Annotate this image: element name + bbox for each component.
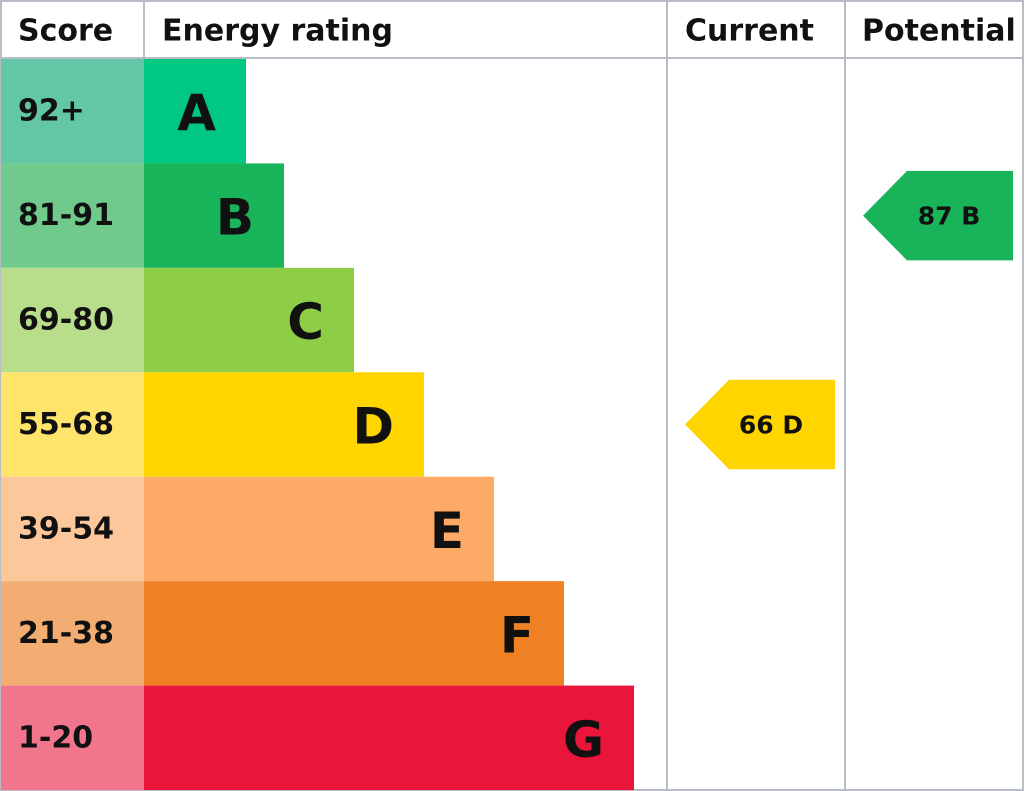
rating-bar — [144, 163, 284, 268]
rating-bar — [144, 476, 494, 582]
rating-bar — [144, 581, 564, 686]
score-cell — [1, 163, 144, 268]
score-range: 55-68 — [18, 407, 114, 442]
score-cell — [1, 267, 144, 373]
rating-letter: A — [177, 84, 216, 142]
rating-letter: C — [287, 293, 324, 351]
score-range: 92+ — [18, 94, 85, 129]
score-cell — [1, 59, 144, 164]
score-cell — [1, 476, 144, 582]
rating-letter: F — [500, 606, 534, 664]
score-range: 1-20 — [18, 720, 93, 755]
rating-letter: E — [430, 502, 464, 560]
rating-letter: B — [216, 189, 254, 247]
score-cell — [1, 372, 144, 477]
header-current: Current — [685, 14, 814, 49]
potential-label: 87 B — [918, 201, 981, 230]
current-score: 66 — [739, 410, 774, 439]
score-range: 69-80 — [18, 303, 114, 338]
rating-bar — [144, 267, 354, 373]
potential-score: 87 — [918, 201, 953, 230]
score-range: 39-54 — [18, 511, 114, 546]
header-rating: Energy rating — [162, 14, 393, 49]
score-range: 21-38 — [18, 616, 114, 651]
rating-letter: D — [352, 398, 394, 456]
current-label: 66 D — [739, 410, 803, 439]
header-potential: Potential — [862, 14, 1016, 49]
rating-letter: G — [563, 711, 604, 769]
score-cell — [1, 685, 144, 790]
rating-bar — [144, 372, 424, 477]
score-cell — [1, 581, 144, 686]
potential-rating: B — [961, 201, 980, 230]
current-arrow — [685, 379, 835, 470]
current-rating: D — [782, 410, 803, 439]
rating-bar — [144, 59, 246, 164]
rating-bar — [144, 685, 634, 790]
header-score: Score — [18, 14, 113, 49]
score-range: 81-91 — [18, 198, 114, 233]
potential-arrow — [863, 170, 1013, 261]
